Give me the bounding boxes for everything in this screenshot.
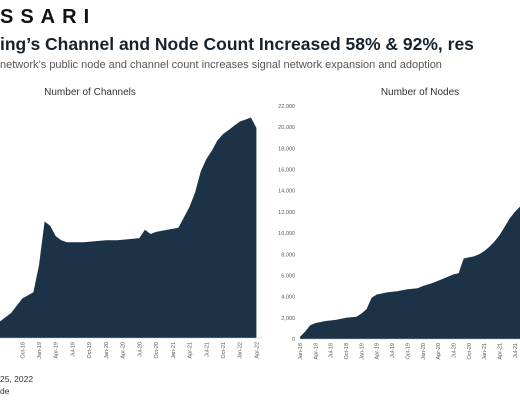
x-tick-label: Jan-18	[298, 343, 304, 360]
area-series	[0, 117, 257, 338]
x-tick-label: Jan-22	[238, 342, 244, 359]
x-tick-label: Jul-20	[452, 343, 458, 358]
y-tick-label: 6,000	[281, 273, 295, 279]
x-tick-label: Apr-19	[54, 342, 60, 359]
x-tick-label: Oct-21	[221, 342, 227, 359]
chart-title: Number of Nodes	[381, 87, 459, 98]
footer-date: 25, 2022	[0, 374, 34, 384]
x-tick-label: Oct-20	[154, 342, 160, 359]
x-tick-label: Oct-18	[344, 343, 350, 360]
x-tick-label: Oct-19	[87, 342, 93, 359]
x-tick-label: Jul-21	[204, 342, 210, 357]
x-tick-label: Jan-21	[171, 342, 177, 359]
x-tick-label: Apr-19	[375, 343, 381, 360]
y-tick-label: 4,000	[281, 295, 295, 301]
x-tick-label: Apr-18	[313, 343, 319, 360]
x-tick-label: Jul-21	[513, 343, 519, 358]
y-tick-label: 2,000	[281, 316, 295, 322]
x-tick-label: Apr-21	[498, 343, 504, 360]
chart-title: Number of Channels	[44, 87, 136, 98]
y-tick-label: 14,000	[278, 189, 295, 195]
x-tick-label: Apr-22	[254, 342, 260, 359]
y-tick-label: 22,000	[278, 104, 295, 110]
x-tick-label: Oct-20	[467, 343, 473, 360]
x-tick-label: Apr-21	[188, 342, 194, 359]
x-tick-label: Jan-19	[37, 342, 43, 359]
x-tick-label: Jan-20	[421, 343, 427, 360]
channels-chart: Number of Channels Oct-18 Jan-19 Apr-19 Jul-…	[0, 87, 262, 359]
x-tick-label: Jul-19	[71, 342, 77, 357]
area-series	[300, 206, 520, 339]
x-tick-label: Jul-19	[390, 343, 396, 358]
y-tick-label: 16,000	[278, 168, 295, 174]
x-tick-label: Jul-20	[137, 342, 143, 357]
y-tick-label: 12,000	[278, 210, 295, 216]
y-tick-label: 20,000	[278, 125, 295, 131]
x-tick-label: Jan-21	[482, 343, 488, 360]
x-tick-label: Jan-20	[104, 342, 110, 359]
x-tick-label: Jan-19	[359, 343, 365, 360]
report-subheadline: network’s public node and channel count …	[0, 59, 442, 71]
brand-logo: SSARI	[0, 6, 97, 28]
y-tick-label: 10,000	[278, 231, 295, 237]
report-headline: ing’s Channel and Node Count Increased 5…	[0, 34, 474, 54]
y-tick-label: 0	[292, 337, 295, 343]
x-tick-label: Oct-19	[405, 343, 411, 360]
y-tick-label: 8,000	[281, 252, 295, 258]
y-tick-label: 18,000	[278, 146, 295, 152]
x-tick-label: Apr-20	[436, 343, 442, 360]
x-tick-label: Apr-20	[121, 342, 127, 359]
x-tick-label: Oct-18	[20, 342, 26, 359]
footer-source: de	[0, 386, 10, 396]
x-tick-label: Jul-18	[329, 343, 335, 358]
